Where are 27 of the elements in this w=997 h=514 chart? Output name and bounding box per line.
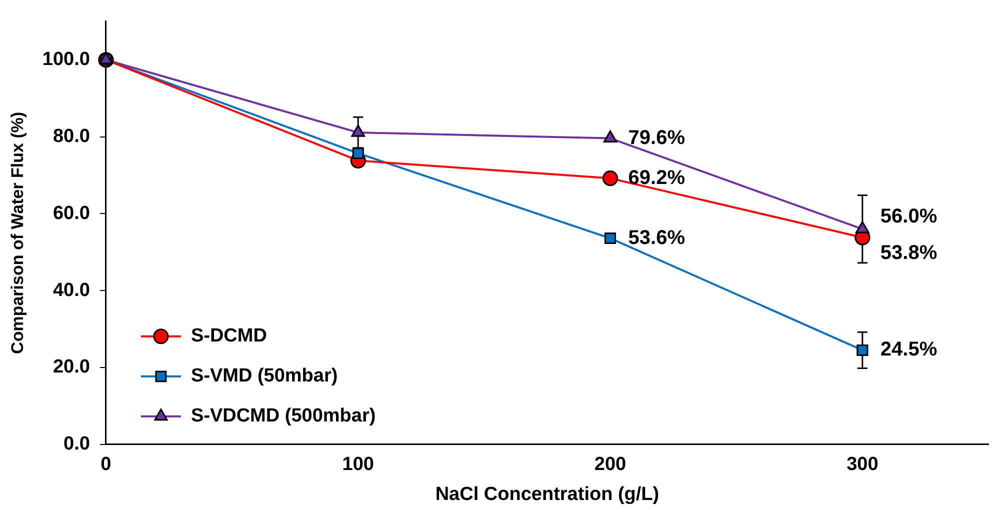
data-label: 56.0% bbox=[880, 206, 938, 228]
x-axis-title: NaCl Concentration (g/L) bbox=[435, 484, 660, 505]
x-tick-label: 100 bbox=[342, 454, 374, 476]
y-axis-title: Comparison of Water Flux (%) bbox=[8, 112, 27, 354]
data-label: 79.6% bbox=[628, 126, 686, 149]
y-tick-label: 100.0 bbox=[42, 49, 90, 70]
legend-label: S-VDCMD (500mbar) bbox=[190, 406, 376, 427]
y-tick-label: 80.0 bbox=[52, 126, 90, 147]
x-tick-label: 200 bbox=[594, 454, 626, 476]
x-tick-label: 0 bbox=[100, 454, 112, 476]
point bbox=[602, 170, 618, 186]
data-label: 53.8% bbox=[880, 242, 938, 264]
point bbox=[351, 124, 365, 137]
data-label: 69.2% bbox=[628, 166, 686, 189]
point bbox=[352, 148, 364, 159]
data-label: 53.6% bbox=[628, 226, 686, 249]
point bbox=[856, 344, 868, 356]
y-tick-label: 60.0 bbox=[52, 202, 90, 224]
legend-label: S-VMD (50mbar) bbox=[190, 366, 338, 387]
legend-label: S-DCMD bbox=[190, 326, 267, 347]
x-tick-label: 300 bbox=[846, 454, 878, 476]
y-tick-label: 0.0 bbox=[64, 434, 90, 455]
point bbox=[603, 130, 618, 143]
data-label: 24.5% bbox=[880, 338, 938, 361]
y-tick-label: 20.0 bbox=[52, 356, 90, 378]
point bbox=[604, 232, 616, 244]
y-tick-label: 40.0 bbox=[52, 280, 90, 301]
